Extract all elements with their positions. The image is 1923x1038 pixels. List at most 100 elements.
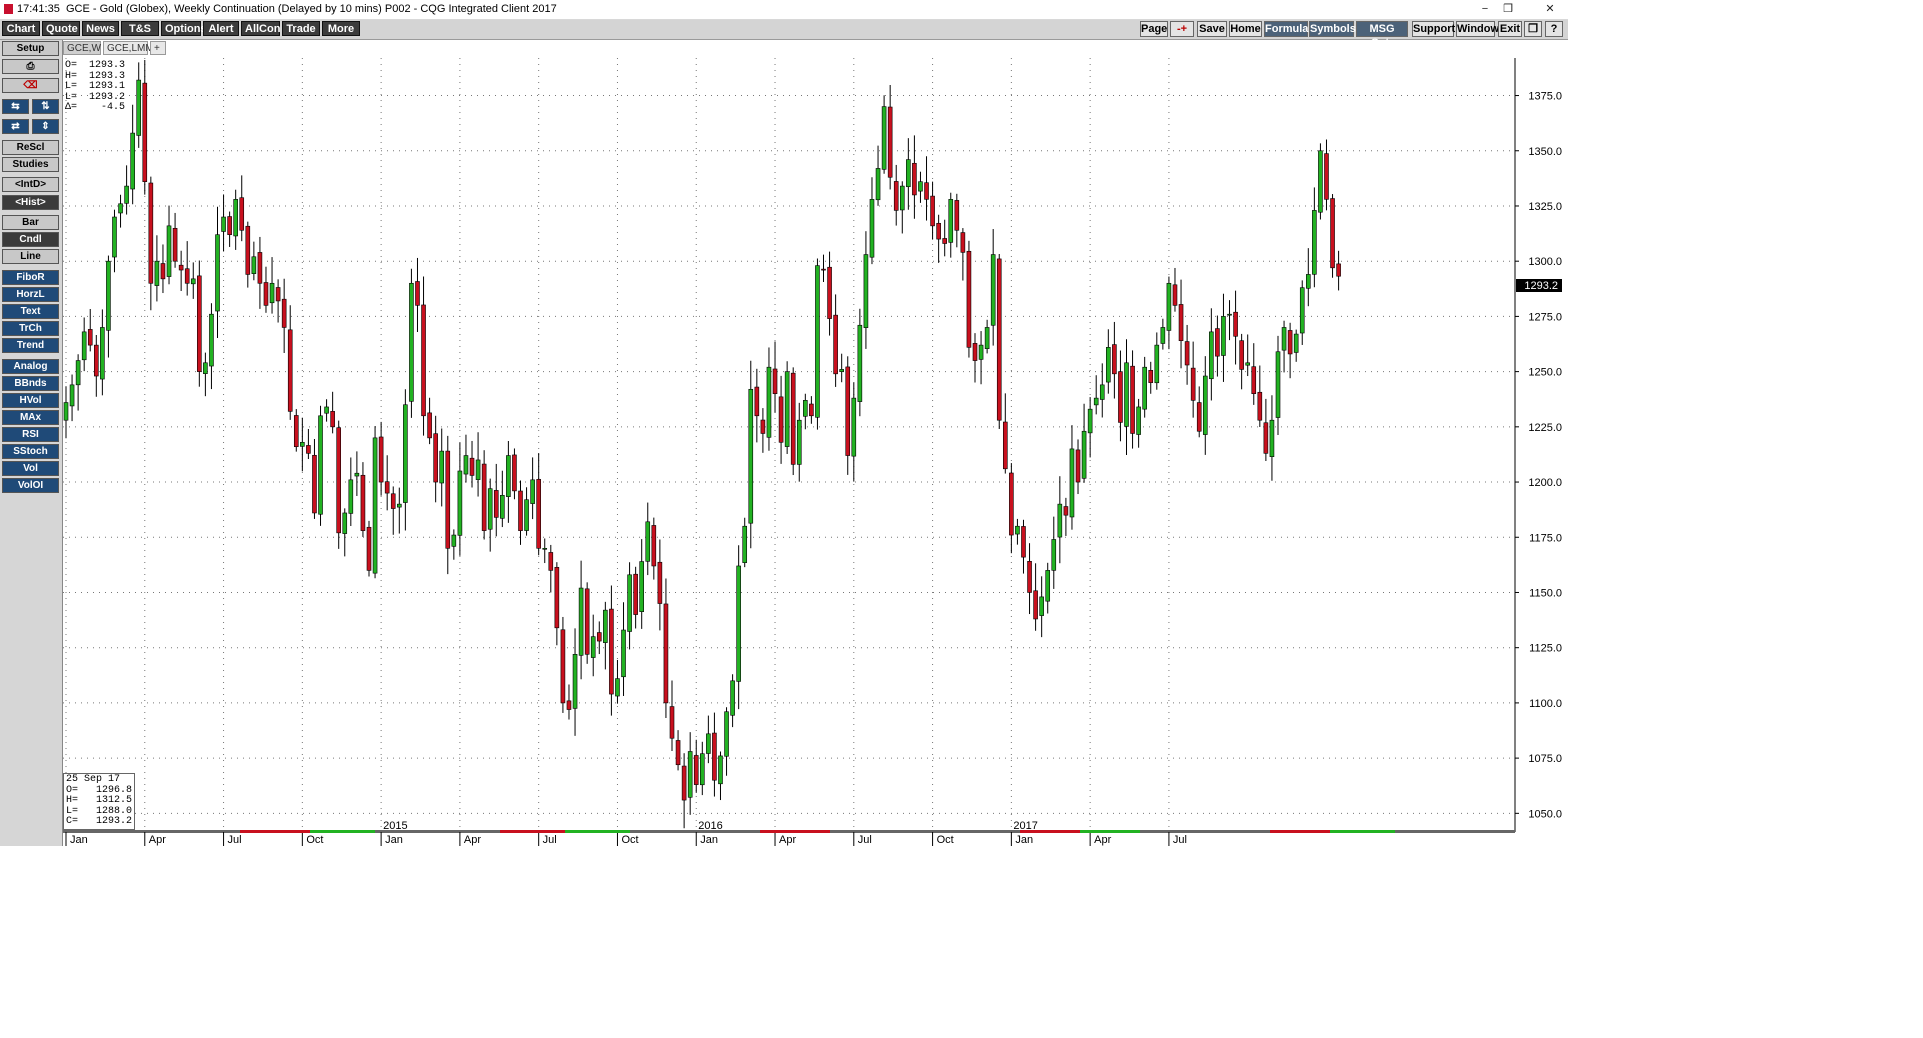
scroll-left-icon[interactable]: ⇆ bbox=[2, 99, 29, 114]
candle-up bbox=[1039, 596, 1044, 616]
candle-down bbox=[548, 552, 554, 571]
home-button[interactable]: Home bbox=[1229, 21, 1262, 37]
candle-up bbox=[1269, 419, 1275, 457]
compress-x-icon[interactable]: ⇄ bbox=[2, 119, 29, 134]
study-rsi[interactable]: RSI bbox=[2, 427, 59, 442]
add-tab-button[interactable]: + bbox=[150, 41, 166, 55]
candle-down bbox=[245, 225, 251, 275]
candle-up bbox=[699, 753, 705, 786]
candle-down bbox=[1190, 367, 1196, 401]
study-voloi[interactable]: VolOI bbox=[2, 478, 59, 493]
help-button[interactable]: ? bbox=[1545, 21, 1563, 37]
candle-up bbox=[69, 384, 75, 407]
candle-down bbox=[481, 463, 487, 531]
scroll-up-icon[interactable]: ⇅ bbox=[32, 99, 59, 114]
tab-gce-weekly[interactable]: GCE,W bbox=[63, 41, 101, 55]
menu-options[interactable]: Options bbox=[161, 21, 207, 36]
candle-up bbox=[190, 278, 196, 285]
menu-news[interactable]: News bbox=[82, 21, 119, 36]
price-chart[interactable]: 1050.0 1075.0 1100.0 1125.0 1150.0 1175.0 1200… bbox=[0, 0, 1568, 846]
y-tick-label: 1200.0 bbox=[1528, 477, 1562, 489]
compress-y-icon[interactable]: ⇕ bbox=[32, 119, 59, 134]
candle-up bbox=[748, 388, 754, 524]
candle-down bbox=[1009, 472, 1014, 536]
candle-down bbox=[996, 258, 1002, 421]
tool-trch[interactable]: TrCh bbox=[2, 321, 59, 336]
candle-down bbox=[1033, 590, 1038, 620]
candle-down bbox=[960, 232, 966, 253]
candle-down bbox=[239, 197, 245, 231]
page-button[interactable]: Page bbox=[1140, 21, 1168, 37]
zoom-button[interactable]: -+ bbox=[1170, 21, 1194, 37]
rescale-button[interactable]: ReScl bbox=[2, 140, 59, 155]
candle-down bbox=[415, 281, 420, 306]
menu-more[interactable]: More bbox=[322, 21, 360, 36]
print-icon[interactable]: ⎙ bbox=[2, 59, 59, 74]
menu-trade[interactable]: Trade bbox=[282, 21, 320, 36]
intraday-button[interactable]: <IntD> bbox=[2, 177, 59, 192]
candle-down bbox=[772, 368, 778, 395]
candle-down bbox=[1336, 263, 1341, 277]
candle-down bbox=[148, 182, 154, 284]
candle-up bbox=[1015, 525, 1020, 535]
bar-chart-button[interactable]: Bar bbox=[2, 215, 59, 230]
historical-button[interactable]: <Hist> bbox=[2, 195, 59, 210]
candle-up bbox=[766, 366, 772, 438]
tool-text[interactable]: Text bbox=[2, 304, 59, 319]
menu-ts[interactable]: T&S bbox=[121, 21, 159, 36]
tab-gce-lmm[interactable]: GCE,LMM bbox=[103, 41, 154, 55]
candle-down bbox=[833, 314, 838, 375]
candle-up bbox=[736, 565, 741, 682]
tool-horzl[interactable]: HorzL bbox=[2, 287, 59, 302]
candle-up bbox=[487, 488, 493, 530]
candle-up bbox=[100, 327, 105, 380]
session-mark bbox=[1080, 830, 1140, 833]
candle-down bbox=[972, 343, 978, 361]
menu-quote[interactable]: Quote bbox=[42, 21, 80, 36]
menu-chart[interactable]: Chart bbox=[2, 21, 40, 36]
support-button[interactable]: Support bbox=[1412, 21, 1456, 37]
candle-down bbox=[360, 474, 366, 531]
candle-up bbox=[63, 402, 69, 421]
x-tick-label: Jan bbox=[1015, 834, 1033, 846]
minimize-icon[interactable]: − bbox=[1481, 3, 1489, 15]
tool-fibor[interactable]: FiboR bbox=[2, 270, 59, 285]
line-chart-button[interactable]: Line bbox=[2, 249, 59, 264]
candle-up bbox=[439, 450, 445, 484]
candle-chart-button[interactable]: Cndl bbox=[2, 232, 59, 247]
candle-down bbox=[293, 415, 299, 448]
candle-up bbox=[978, 344, 984, 360]
study-analog[interactable]: Analog bbox=[2, 359, 59, 374]
candle-down bbox=[651, 525, 657, 567]
study-max[interactable]: MAx bbox=[2, 410, 59, 425]
save-button[interactable]: Save bbox=[1197, 21, 1227, 37]
detach-icon[interactable]: ❒ bbox=[1524, 21, 1542, 37]
tool-trend[interactable]: Trend bbox=[2, 338, 59, 353]
setup-button[interactable]: Setup bbox=[2, 41, 59, 56]
candle-up bbox=[1293, 333, 1299, 353]
x-tick-label: Jan bbox=[385, 834, 403, 846]
menu-alert[interactable]: Alert bbox=[203, 21, 239, 36]
study-vol[interactable]: Vol bbox=[2, 461, 59, 476]
formula-button[interactable]: Formula bbox=[1264, 21, 1309, 37]
studies-button[interactable]: Studies bbox=[2, 157, 59, 172]
x-tick-label: Jan bbox=[700, 834, 718, 846]
window-button[interactable]: Window bbox=[1456, 21, 1500, 37]
study-bbnds[interactable]: BBnds bbox=[2, 376, 59, 391]
study-hvol[interactable]: HVol bbox=[2, 393, 59, 408]
candlesticks bbox=[63, 59, 1341, 829]
exit-button[interactable]: Exit bbox=[1498, 21, 1522, 37]
candle-down bbox=[633, 573, 638, 615]
cancel-icon[interactable]: ⌫ bbox=[2, 78, 59, 93]
study-sstoch[interactable]: SStoch bbox=[2, 444, 59, 459]
x-tick-label: Jul bbox=[858, 834, 872, 846]
candle-up bbox=[948, 199, 954, 243]
msg-center-button[interactable]: MSG Cntr bbox=[1356, 21, 1408, 49]
menu-allcon[interactable]: AllCon bbox=[241, 21, 280, 36]
candle-down bbox=[469, 457, 475, 476]
session-mark bbox=[1330, 830, 1395, 833]
symbols-button[interactable]: Symbols bbox=[1309, 21, 1356, 37]
candle-up bbox=[603, 609, 608, 643]
restore-icon[interactable]: ❒ bbox=[1503, 3, 1513, 15]
close-icon[interactable]: ✕ bbox=[1545, 3, 1555, 15]
